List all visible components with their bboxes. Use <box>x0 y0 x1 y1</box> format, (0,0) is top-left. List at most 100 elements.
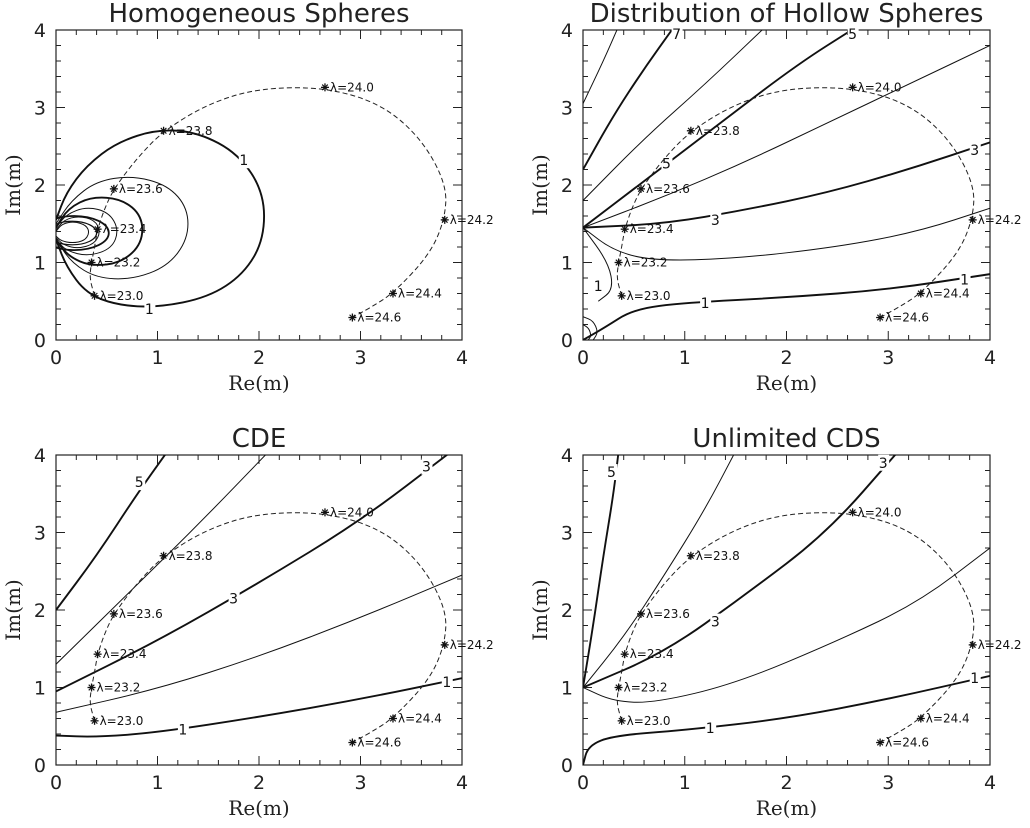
wavelength-marker <box>90 291 99 300</box>
x-axis-label: Re(m) <box>756 371 817 395</box>
wavelength-label: λ=24.2 <box>450 213 494 227</box>
chart-panel-1: Homogeneous Spheres 0 1 2 3 4 0 1 2 3 4 Re(m) Im(m) 1… <box>1 0 494 395</box>
contour-label: 1 <box>706 721 715 737</box>
contour-label: 5 <box>607 465 616 481</box>
contour-line <box>56 455 267 665</box>
y-tick-label: 3 <box>34 98 46 120</box>
x-tick-label: 4 <box>984 772 996 794</box>
wavelength-label: λ=23.4 <box>103 222 147 236</box>
x-tick-label: 2 <box>780 347 792 369</box>
chart-title: Unlimited CDS <box>692 424 880 454</box>
wavelength-marker <box>636 184 645 193</box>
wavelength-label: λ=24.2 <box>450 638 494 652</box>
wavelength-label: λ=24.4 <box>398 287 442 301</box>
wavelength-label: λ=24.0 <box>330 505 374 519</box>
x-tick-label: 0 <box>577 347 589 369</box>
wavelength-trajectory <box>89 87 447 318</box>
contour-label: 5 <box>135 475 144 491</box>
contour-label: 1 <box>701 296 710 312</box>
contour-label: 3 <box>711 213 720 229</box>
wavelength-marker <box>614 683 623 692</box>
wavelength-marker <box>320 508 329 517</box>
wavelength-label: λ=24.4 <box>926 712 970 726</box>
x-tick-label: 4 <box>456 772 468 794</box>
wavelength-marker <box>848 508 857 517</box>
contour-line <box>583 273 990 340</box>
contour-line <box>56 455 167 611</box>
wavelength-label: λ=23.6 <box>119 182 163 196</box>
contour-label: 1 <box>442 675 451 691</box>
contour-line <box>583 30 763 201</box>
y-tick-label: 3 <box>561 523 573 545</box>
x-tick-label: 1 <box>679 772 691 794</box>
wavelength-marker <box>617 291 626 300</box>
wavelength-marker <box>686 551 695 560</box>
contour-line <box>56 455 449 693</box>
x-tick-label: 3 <box>354 772 366 794</box>
wavelength-marker <box>848 83 857 92</box>
wavelength-label: λ=24.6 <box>357 736 401 750</box>
y-axis-label: Im(m) <box>1 154 25 215</box>
wavelength-label: λ=23.0 <box>100 714 144 728</box>
contour-line <box>583 30 854 229</box>
wavelength-marker <box>968 640 977 649</box>
wavelength-marker <box>686 126 695 135</box>
chart-panel-2: Distribution of Hollow Spheres 0 1 2 3 4 0 1 2 3 4… <box>528 0 1022 395</box>
wavelength-marker <box>388 289 397 298</box>
wavelength-label: λ=23.4 <box>630 222 674 236</box>
x-tick-label: 3 <box>354 347 366 369</box>
x-tick-label: 2 <box>780 772 792 794</box>
contour-line <box>583 227 613 302</box>
contour-label: 1 <box>145 302 154 318</box>
wavelength-marker <box>320 83 329 92</box>
wavelength-marker <box>916 714 925 723</box>
contour-label: 3 <box>229 591 238 607</box>
wavelength-marker <box>159 126 168 135</box>
wavelength-label: λ=24.6 <box>885 311 929 325</box>
wavelength-label: λ=23.2 <box>97 681 141 695</box>
y-tick-label: 2 <box>34 175 46 197</box>
contour-line <box>583 141 990 229</box>
x-axis-label: Re(m) <box>228 796 289 820</box>
wavelength-marker <box>90 716 99 725</box>
chart-panel-3: CDE 0 1 2 3 4 0 1 2 3 4 Re(m) Im(m) 5 3 3 1 1 λ=23.0 λ=23.2… <box>1 424 494 820</box>
contour-label: 5 <box>848 27 857 43</box>
wavelength-marker <box>636 609 645 618</box>
contour-line <box>56 677 462 738</box>
contour-label: 1 <box>178 722 187 738</box>
contour-label: 3 <box>879 456 888 472</box>
contour-line <box>583 45 990 229</box>
x-tick-label: 2 <box>253 347 265 369</box>
wavelength-label: λ=23.4 <box>103 647 147 661</box>
x-axis-label: Re(m) <box>228 371 289 395</box>
contour-label: 7 <box>672 27 681 43</box>
contour-line <box>583 30 673 170</box>
contour-line <box>56 220 98 246</box>
y-axis-label: Im(m) <box>1 579 25 640</box>
y-tick-label: 1 <box>561 678 573 700</box>
x-axis-label: Re(m) <box>756 796 817 820</box>
chart-title: Homogeneous Spheres <box>108 0 409 29</box>
wavelength-label: λ=23.6 <box>646 607 690 621</box>
x-tick-label: 1 <box>151 347 163 369</box>
y-tick-label: 1 <box>34 253 46 275</box>
y-tick-label: 1 <box>561 253 573 275</box>
contour-label: 5 <box>662 156 671 172</box>
wavelength-marker <box>388 714 397 723</box>
contour-line <box>583 207 990 261</box>
wavelength-label: λ=23.0 <box>627 714 671 728</box>
contour-label: 1 <box>970 671 979 687</box>
wavelength-label: λ=24.0 <box>858 80 902 94</box>
wavelength-label: λ=23.8 <box>169 124 213 138</box>
contour-line <box>56 129 266 308</box>
contour-line <box>56 215 110 251</box>
y-tick-label: 2 <box>34 600 46 622</box>
x-tick-label: 0 <box>50 772 62 794</box>
wavelength-label: λ=23.8 <box>696 124 740 138</box>
y-axis-label: Im(m) <box>528 579 552 640</box>
contour-line <box>583 316 598 340</box>
wavelength-trajectory <box>89 512 447 743</box>
wavelength-marker <box>876 313 885 322</box>
y-tick-label: 0 <box>34 755 46 777</box>
